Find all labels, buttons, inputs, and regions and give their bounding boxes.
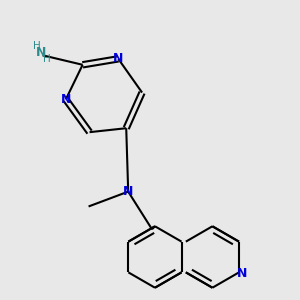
Text: N: N (36, 46, 46, 59)
Text: H: H (33, 41, 41, 51)
Text: H: H (43, 54, 51, 64)
Text: N: N (237, 267, 247, 280)
Text: N: N (61, 93, 71, 106)
Text: N: N (123, 185, 134, 198)
Text: N: N (113, 52, 124, 65)
